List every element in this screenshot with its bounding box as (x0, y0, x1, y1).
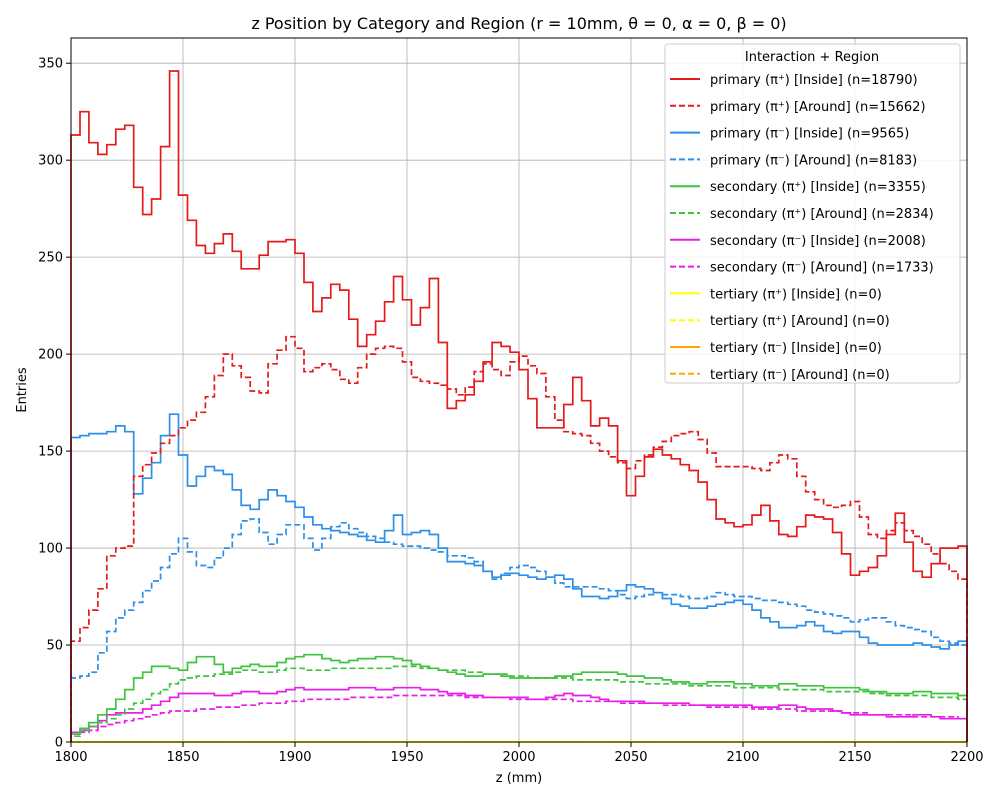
series-line (70, 694, 968, 742)
y-tick-label: 50 (46, 639, 63, 654)
legend-label: primary (π⁺) [Inside] (n=18790) (710, 73, 918, 88)
y-axis: 0 50 100 150 200 250 300 350 (38, 57, 71, 751)
x-tick-label: 2000 (502, 750, 535, 765)
x-axis-label: z (mm) (496, 771, 542, 786)
x-tick-label: 2200 (950, 750, 983, 765)
legend-label: secondary (π⁻) [Inside] (n=2008) (710, 234, 926, 249)
x-tick-label: 2100 (726, 750, 759, 765)
legend-label: primary (π⁻) [Inside] (n=9565) (710, 127, 909, 142)
legend: Interaction + Region primary (π⁺) [Insid… (664, 43, 961, 384)
legend-label: tertiary (π⁺) [Inside] (n=0) (710, 287, 882, 302)
x-axis: 1800 1850 1900 1950 2000 2050 2100 2150 2200 (54, 742, 984, 765)
series-line (70, 335, 968, 742)
x-tick-label: 1800 (54, 750, 87, 765)
y-tick-label: 350 (38, 57, 63, 72)
y-tick-label: 100 (38, 542, 63, 557)
y-tick-label: 200 (38, 348, 63, 363)
x-tick-label: 1900 (278, 750, 311, 765)
x-tick-label: 2050 (614, 750, 647, 765)
y-axis-label: Entries (15, 367, 30, 413)
x-tick-label: 1950 (390, 750, 423, 765)
series-line (70, 70, 968, 742)
y-tick-label: 300 (38, 154, 63, 169)
legend-label: tertiary (π⁺) [Around] (n=0) (710, 314, 890, 329)
legend-label: primary (π⁻) [Around] (n=8183) (710, 153, 917, 168)
y-tick-label: 250 (38, 251, 63, 266)
series-line (70, 665, 968, 742)
y-tick-label: 0 (55, 736, 63, 751)
legend-label: tertiary (π⁻) [Inside] (n=0) (710, 341, 882, 356)
legend-label: tertiary (π⁻) [Around] (n=0) (710, 368, 890, 383)
series-line (70, 413, 968, 742)
series-line (70, 518, 968, 742)
legend-title: Interaction + Region (745, 50, 879, 65)
series-line (70, 653, 968, 742)
chart-title: z Position by Category and Region (r = 1… (251, 14, 786, 33)
legend-box (664, 43, 961, 384)
series-line (70, 686, 968, 742)
x-tick-label: 2150 (838, 750, 871, 765)
legend-label: secondary (π⁺) [Inside] (n=3355) (710, 180, 926, 195)
legend-label: secondary (π⁻) [Around] (n=1733) (710, 261, 934, 276)
y-tick-label: 150 (38, 445, 63, 460)
legend-label: primary (π⁺) [Around] (n=15662) (710, 100, 926, 115)
legend-label: secondary (π⁺) [Around] (n=2834) (710, 207, 934, 222)
x-tick-label: 1850 (166, 750, 199, 765)
